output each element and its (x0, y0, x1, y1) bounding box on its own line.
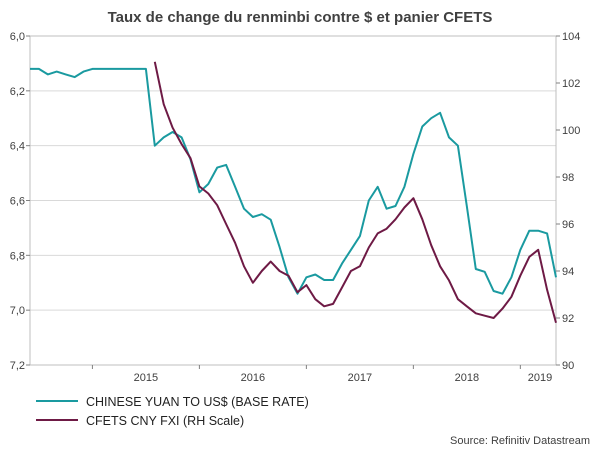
left-tick-label: 6,8 (10, 250, 25, 262)
left-y-axis: 6,0 6,2 6,4 6,6 6,8 7,0 7,2 (10, 31, 30, 372)
series-line-cfets (153, 61, 557, 323)
right-tick-label: 96 (562, 219, 574, 231)
x-tick-label: 2015 (134, 372, 158, 384)
left-tick-label: 6,2 (10, 86, 25, 98)
series-line-usd (30, 67, 557, 295)
legend-label-usd: CHINESE YUAN TO US$ (BASE RATE) (86, 395, 309, 409)
legend: CHINESE YUAN TO US$ (BASE RATE) CFETS CN… (36, 395, 309, 428)
left-tick-label: 7,2 (10, 360, 25, 372)
grid-lines (30, 35, 556, 366)
source-note: Source: Refinitiv Datastream (450, 435, 590, 447)
legend-label-cfets: CFETS CNY FXI (RH Scale) (86, 414, 244, 428)
right-tick-label: 102 (562, 78, 580, 90)
x-tick-label: 2018 (455, 372, 479, 384)
left-tick-label: 7,0 (10, 305, 25, 317)
x-tick-label: 2017 (348, 372, 372, 384)
chart-title: Taux de change du renminbi contre $ et p… (108, 9, 493, 26)
series-lines (30, 61, 557, 323)
right-y-axis: 104 102 100 98 96 94 92 90 (556, 31, 580, 372)
right-tick-label: 100 (562, 125, 580, 137)
x-axis: 2015 2016 2017 2018 2019 (91, 365, 552, 384)
left-tick-label: 6,0 (10, 31, 25, 43)
left-tick-label: 6,6 (10, 196, 25, 208)
x-tick-label: 2019 (528, 372, 552, 384)
right-tick-label: 94 (562, 266, 574, 278)
x-tick-label: 2016 (241, 372, 265, 384)
right-tick-label: 98 (562, 172, 574, 184)
right-tick-label: 90 (562, 360, 574, 372)
right-tick-label: 104 (562, 31, 580, 43)
left-tick-label: 6,4 (10, 141, 25, 153)
right-tick-label: 92 (562, 313, 574, 325)
